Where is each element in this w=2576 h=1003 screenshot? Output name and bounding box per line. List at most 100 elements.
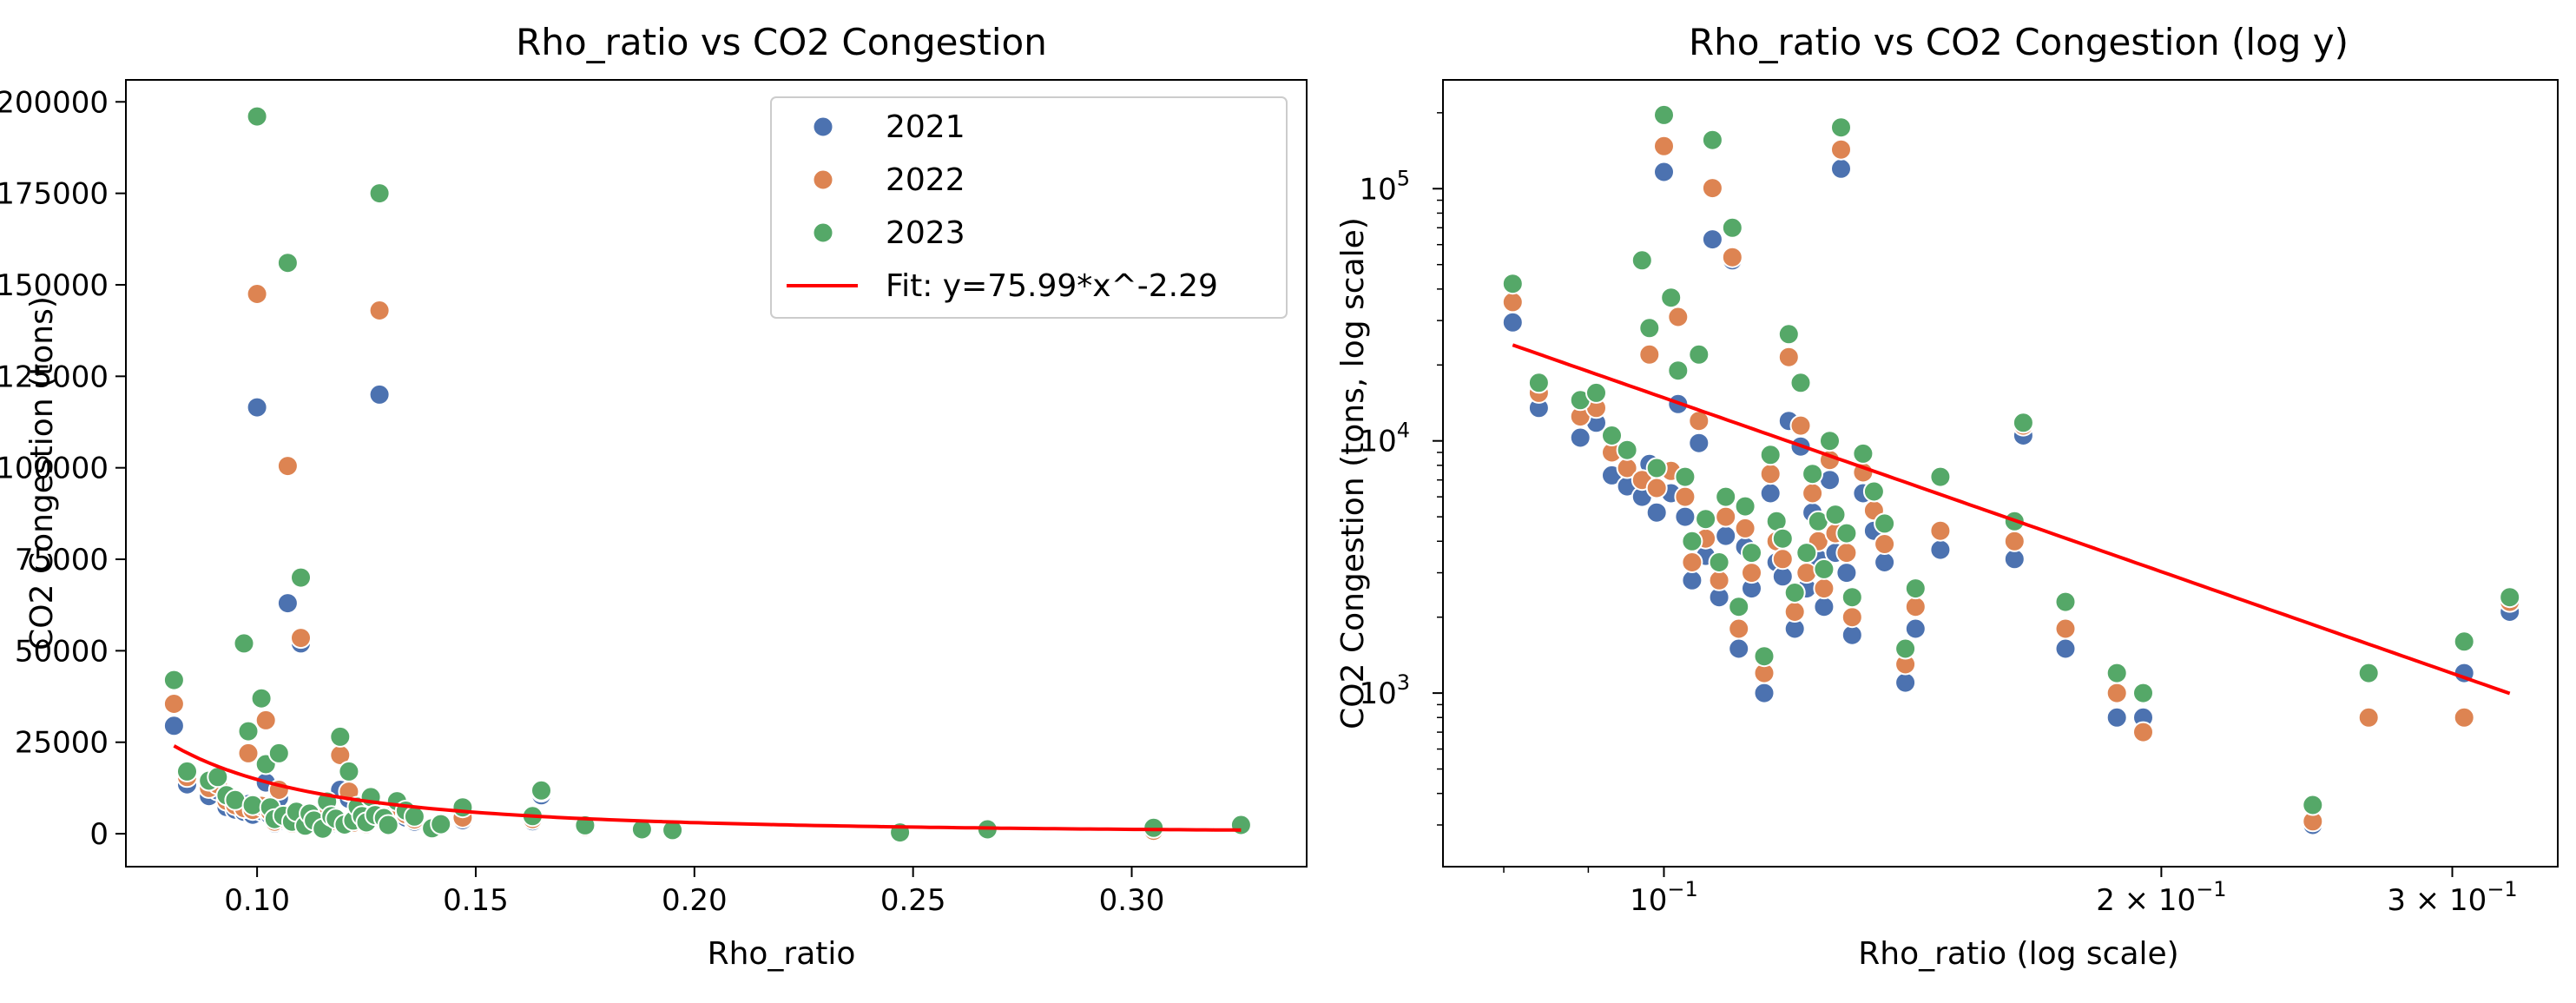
data-point [1904, 596, 1927, 618]
left-chart-axes: 0.10 0.15 0.20 0.25 0.30 0 25000 50000 75000 1000… [0, 79, 1308, 918]
left-chart-xlabel: Rho_ratio [708, 936, 856, 972]
x-tick-exponent: −1 [2196, 877, 2226, 901]
data-point [1660, 287, 1683, 309]
data-point [1715, 505, 1737, 528]
data-point [1753, 682, 1776, 704]
data-point [1667, 360, 1690, 382]
data-point [1835, 522, 1858, 544]
right-chart: Rho_ratio vs CO2 Congestion (log y) 10−1… [1335, 21, 2559, 972]
data-point [1721, 246, 1743, 268]
data-point [2453, 706, 2475, 729]
data-point [1929, 519, 1952, 542]
data-point [451, 796, 474, 819]
data-point [1501, 311, 1524, 333]
data-point [2132, 682, 2154, 704]
data-point [1631, 249, 1653, 272]
data-point [1715, 485, 1737, 508]
data-point [1616, 439, 1638, 461]
data-point [530, 779, 552, 802]
fit-line [1512, 343, 2511, 696]
right-chart-xlabel: Rho_ratio (log scale) [1858, 936, 2178, 972]
x-tick-label: 2 × 10−1 [2096, 877, 2226, 918]
data-point [1501, 273, 1524, 295]
data-point [1653, 135, 1675, 157]
data-point [1904, 577, 1927, 600]
x-tick-label: 10−1 [1630, 877, 1698, 918]
legend-marker-2022 [812, 168, 834, 191]
data-point [1819, 430, 1841, 452]
data-point [1674, 485, 1696, 508]
data-point [1638, 317, 1661, 340]
data-point [2453, 630, 2475, 653]
data-point [1585, 381, 1607, 404]
data-point [2054, 591, 2077, 613]
x-tick-exponent: −1 [2487, 877, 2517, 901]
data-point [1708, 551, 1730, 573]
data-point [1824, 504, 1847, 526]
data-point [233, 632, 255, 655]
data-point [2054, 617, 2077, 640]
data-point [1667, 306, 1690, 328]
data-point [1601, 425, 1623, 446]
data-point [1835, 542, 1858, 564]
data-point [276, 592, 299, 615]
data-point [1813, 596, 1835, 618]
data-point [162, 715, 185, 737]
data-point [1527, 372, 1550, 394]
data-point [1753, 645, 1776, 668]
y-tick-label: 50000 [15, 634, 109, 669]
series-2023 [162, 105, 1252, 844]
y-tick-label: 75000 [15, 543, 109, 577]
data-point [1229, 814, 1252, 836]
data-point [1645, 501, 1668, 524]
data-point [254, 709, 277, 731]
data-point [1929, 538, 1952, 561]
data-point [1830, 157, 1852, 180]
data-point [377, 814, 399, 836]
data-point [1841, 606, 1863, 629]
data-point [368, 182, 391, 205]
data-point [1874, 551, 1896, 573]
y-tick-exponent: 4 [1397, 419, 1410, 443]
legend-label: 2021 [886, 109, 965, 145]
y-tick-label: 200000 [0, 85, 109, 120]
data-point [403, 805, 425, 828]
data-point [368, 383, 391, 406]
data-point [1874, 533, 1896, 555]
data-point [1904, 617, 1927, 640]
right-chart-marks [1501, 103, 2521, 836]
data-point [1771, 548, 1794, 571]
data-point [1771, 527, 1794, 550]
data-point [2054, 637, 2077, 660]
data-point [1777, 346, 1800, 368]
fit-line [173, 744, 1242, 832]
data-point [290, 566, 312, 589]
data-point [1894, 637, 1917, 660]
x-tick-label: 0.25 [880, 883, 946, 918]
data-point [1929, 465, 1952, 488]
data-point [1862, 480, 1885, 503]
data-point [2302, 794, 2324, 816]
data-point [1835, 562, 1858, 584]
data-point [1777, 323, 1800, 346]
data-point [1645, 457, 1668, 479]
data-point [1795, 562, 1818, 584]
data-point [246, 105, 268, 128]
data-point [1894, 671, 1917, 694]
data-point [162, 693, 185, 715]
data-point [1734, 517, 1756, 539]
data-point [1674, 465, 1696, 488]
data-point [1852, 442, 1874, 465]
data-point [1501, 291, 1524, 313]
data-point [1681, 530, 1703, 552]
data-point [1813, 577, 1835, 600]
data-point [1728, 617, 1750, 640]
data-point [1789, 414, 1812, 437]
data-point [1830, 138, 1852, 161]
x-tick-label: 0.10 [224, 883, 290, 918]
data-point [1741, 542, 1762, 564]
legend-marker-2023 [812, 221, 834, 244]
series-2022 [1501, 135, 2521, 833]
legend-label: Fit: y=75.99*x^-2.29 [886, 268, 1218, 304]
